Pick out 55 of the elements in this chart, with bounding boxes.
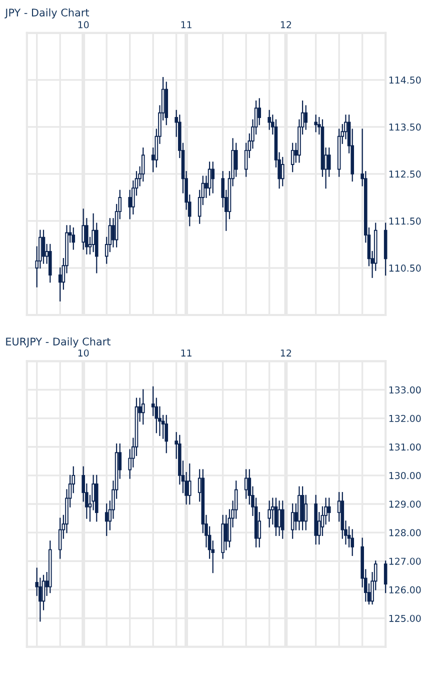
- y-tick-label: 131.00: [389, 443, 421, 451]
- y-tick-label: 130.00: [389, 472, 421, 480]
- y-tick-label: 133.00: [389, 386, 421, 394]
- y-tick-label: 111.50: [389, 218, 421, 225]
- candlestick: [384, 560, 388, 594]
- candlestick: [274, 498, 278, 536]
- candlestick: [258, 98, 262, 126]
- candlestick: [350, 529, 354, 556]
- candlestick: [128, 190, 132, 220]
- x-tick-label: 10: [78, 21, 89, 28]
- y-tick-label: 127.00: [389, 558, 421, 565]
- candlestick: [271, 498, 274, 525]
- y-tick-label: 110.50: [389, 264, 421, 272]
- candlestick: [290, 142, 294, 172]
- candlestick: [58, 518, 62, 559]
- candlestick: [280, 156, 284, 186]
- candlestick: [141, 389, 145, 425]
- candlestick: [327, 498, 331, 522]
- x-tick-label: 12: [280, 21, 292, 28]
- x-tick-label: 10: [78, 349, 89, 357]
- y-tick-label: 125.00: [389, 614, 421, 622]
- y-tick-label: 114.50: [389, 76, 421, 84]
- candlestick: [244, 469, 248, 499]
- y-tick-label: 129.00: [389, 500, 421, 508]
- candlestick: [82, 208, 86, 250]
- candlestick: [208, 162, 212, 196]
- y-tick-label: 128.00: [389, 529, 421, 536]
- candlestick: [188, 463, 192, 505]
- x-tick-label: 12: [280, 349, 292, 356]
- candlestick: [164, 414, 168, 454]
- candlestick: [72, 227, 76, 250]
- candlestick: [327, 148, 331, 177]
- x-tick-label: 11: [181, 21, 192, 28]
- candlestick: [268, 500, 271, 528]
- y-tick-label: 113.50: [389, 124, 421, 131]
- candlestick: [42, 230, 46, 264]
- x-tick-label: 11: [181, 350, 192, 356]
- y-tick-label: 126.00: [389, 586, 421, 594]
- candlestick: [224, 514, 228, 550]
- candlestick: [92, 213, 95, 252]
- candlestick: [290, 503, 294, 539]
- candlestick: [304, 494, 308, 530]
- chart-title: EURJPY - Daily Chart: [6, 337, 110, 348]
- chart-title: JPY - Daily Chart: [4, 8, 90, 18]
- candlestick: [314, 114, 318, 132]
- candlestick: [280, 500, 284, 539]
- candlestick: [278, 500, 281, 536]
- candlestick: [48, 244, 52, 283]
- candlestick: [211, 162, 215, 194]
- y-tick-label: 112.50: [389, 170, 421, 178]
- candlestick: [104, 503, 108, 536]
- candlestick: [234, 142, 238, 177]
- y-tick-label: 132.00: [389, 414, 421, 422]
- candlestick: [58, 267, 62, 302]
- candlestick: [304, 105, 308, 130]
